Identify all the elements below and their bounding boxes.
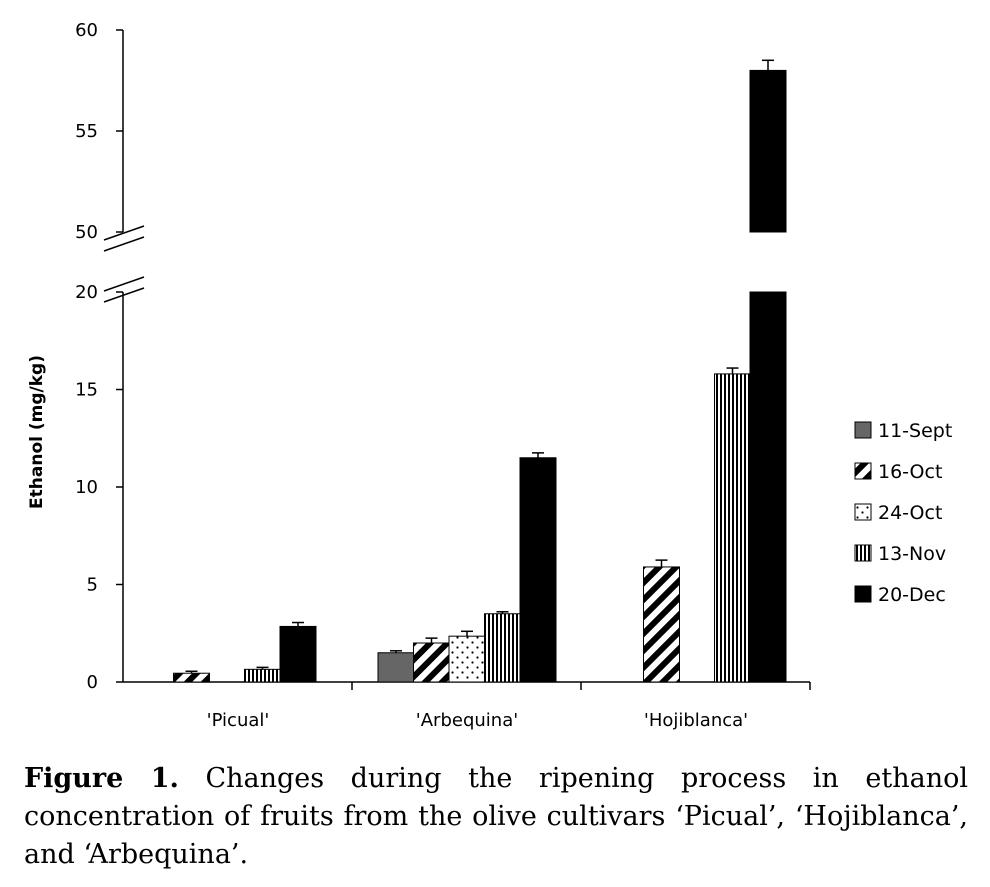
legend-swatch: [854, 585, 872, 603]
y-tick-label: 55: [75, 121, 98, 142]
bar: [173, 672, 210, 683]
chart: 0 5 10 15 20 50 55 60 'Picual' 'Arbequina' 'Hojib…: [27, 20, 952, 731]
y-tick-label: 60: [75, 20, 98, 41]
legend-label: 20-Dec: [878, 584, 946, 606]
y-axis-title: Ethanol (mg/kg): [27, 355, 47, 509]
legend-swatch: [854, 421, 872, 439]
legend-label: 13-Nov: [878, 543, 946, 565]
bar: [749, 69, 787, 233]
caption-text: Changes during the ripening process in e…: [24, 763, 968, 870]
y-tick-label: 5: [87, 575, 98, 596]
legend-label: 11-Sept: [878, 420, 952, 442]
axis-break: [103, 225, 145, 303]
x-tick-label: 'Picual': [207, 710, 270, 731]
bar: [643, 566, 680, 683]
y-tick-label: 0: [87, 672, 98, 693]
bar: [244, 668, 281, 683]
legend-swatch: [854, 462, 872, 480]
x-axis-category-ticks: [351, 682, 811, 690]
figure-label: Figure 1.: [24, 763, 179, 794]
x-tick-label: 'Arbequina': [416, 710, 518, 731]
bar: [714, 373, 751, 683]
bar: [484, 613, 521, 683]
legend-swatch: [854, 503, 872, 521]
bar: [413, 642, 450, 683]
y-tick-label: 50: [75, 222, 98, 243]
y-tick-label: 15: [75, 380, 98, 401]
legend-label: 16-Oct: [878, 461, 942, 483]
legend-label: 24-Oct: [878, 502, 942, 524]
x-tick-label: 'Hojiblanca': [644, 710, 748, 731]
y-tick-label: 20: [75, 282, 98, 303]
y-tick-label: 10: [75, 477, 98, 498]
bar: [279, 625, 317, 683]
bar: [519, 457, 557, 683]
bar: [448, 635, 486, 683]
figure-caption: Figure 1. Changes during the ripening pr…: [24, 760, 968, 874]
bar: [749, 291, 787, 683]
bar: [377, 652, 415, 683]
legend-swatch: [854, 544, 872, 562]
